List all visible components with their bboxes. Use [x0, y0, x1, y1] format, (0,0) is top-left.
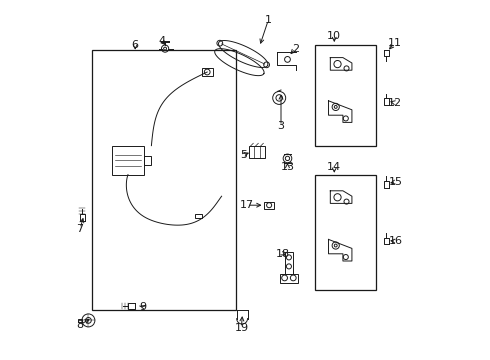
- Bar: [202, 68, 213, 76]
- Text: 10: 10: [327, 31, 341, 41]
- Text: 13: 13: [280, 162, 294, 172]
- Text: 3: 3: [277, 121, 285, 131]
- Bar: [315, 45, 376, 146]
- Text: 5: 5: [240, 150, 246, 160]
- Text: 11: 11: [388, 38, 401, 48]
- Text: 18: 18: [276, 249, 290, 259]
- Bar: [195, 214, 202, 218]
- Text: 6: 6: [132, 40, 139, 50]
- Text: 2: 2: [292, 44, 299, 54]
- Text: 17: 17: [240, 200, 254, 210]
- Text: 19: 19: [234, 323, 248, 333]
- Bar: [112, 146, 144, 175]
- Text: 9: 9: [139, 302, 146, 312]
- Bar: [92, 50, 236, 310]
- Bar: [280, 274, 298, 283]
- Bar: [285, 252, 293, 274]
- Bar: [315, 175, 376, 290]
- Text: 12: 12: [387, 98, 401, 108]
- Text: 7: 7: [76, 224, 84, 234]
- Text: 14: 14: [327, 162, 342, 172]
- Bar: [265, 202, 274, 209]
- Bar: [144, 156, 151, 165]
- Text: 1: 1: [265, 15, 272, 25]
- Text: 4: 4: [159, 36, 166, 46]
- Text: 8: 8: [76, 320, 84, 330]
- Bar: [249, 146, 265, 158]
- Text: 16: 16: [389, 236, 403, 246]
- Text: 15: 15: [389, 177, 403, 187]
